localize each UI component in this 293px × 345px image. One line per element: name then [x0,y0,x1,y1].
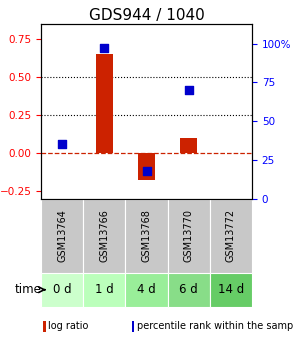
Bar [168,273,210,307]
Title: GDS944 / 1040: GDS944 / 1040 [88,8,205,23]
Text: log ratio: log ratio [48,321,88,331]
Bar [125,273,168,307]
Point [186,87,191,93]
Point [102,46,107,51]
Text: GSM13770: GSM13770 [184,209,194,262]
Bar [210,199,252,273]
Text: GSM13766: GSM13766 [99,209,109,262]
Text: 0 d: 0 d [53,283,71,296]
Text: GSM13772: GSM13772 [226,209,236,262]
Text: GSM13764: GSM13764 [57,209,67,262]
Text: 14 d: 14 d [218,283,244,296]
Bar [41,199,83,273]
Bar [132,321,134,332]
Bar [138,153,155,180]
Text: time: time [15,283,42,296]
Point [60,141,64,147]
Bar [83,199,125,273]
Bar [83,273,125,307]
Bar [125,199,168,273]
Text: 1 d: 1 d [95,283,114,296]
Bar [96,55,113,153]
Bar [210,273,252,307]
Bar [41,273,83,307]
Text: 6 d: 6 d [179,283,198,296]
Bar [180,138,197,153]
Bar [168,199,210,273]
Text: GSM13768: GSM13768 [142,209,151,262]
Text: 4 d: 4 d [137,283,156,296]
Bar [43,321,46,332]
Text: percentile rank within the sample: percentile rank within the sample [137,321,293,331]
Point [144,168,149,174]
